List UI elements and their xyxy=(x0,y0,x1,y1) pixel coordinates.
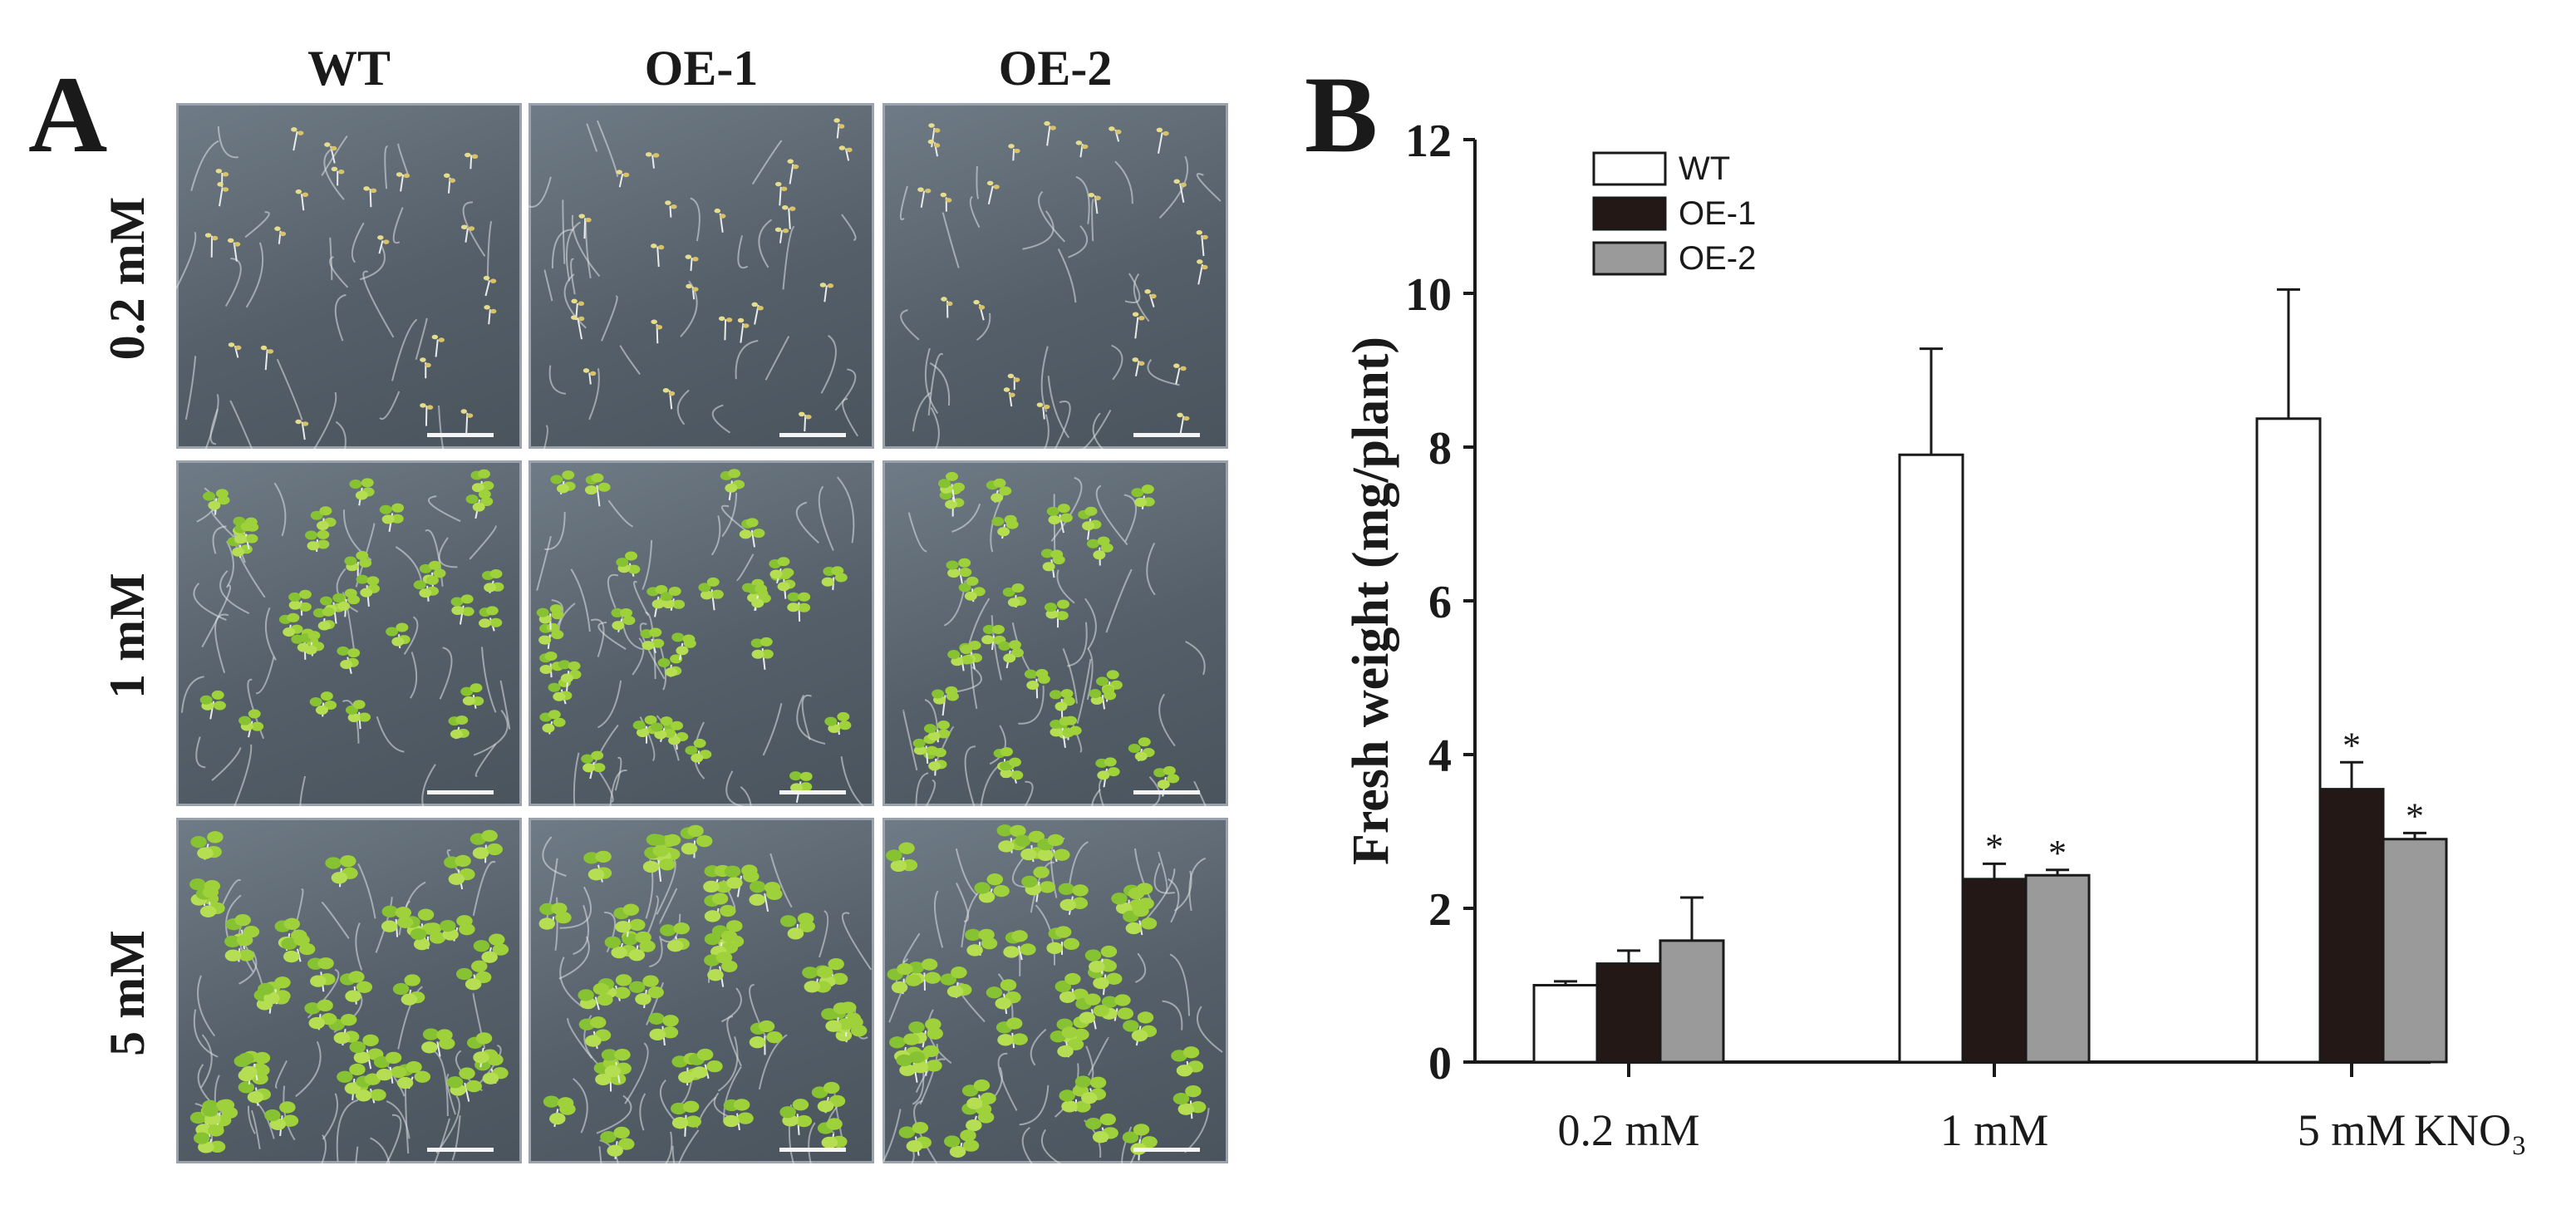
scale-bar xyxy=(779,790,846,794)
bar-oe-1-2 xyxy=(2318,788,2385,1064)
y-tick-label: 8 xyxy=(1428,423,1452,475)
significance-asterisk: * xyxy=(2406,795,2424,836)
x-tick-label: 1 mM xyxy=(1940,1105,2049,1155)
legend-label-oe-2: OE-2 xyxy=(1679,240,1756,277)
legend-swatch-oe-2 xyxy=(1592,241,1667,276)
bar-oe-2-2 xyxy=(2382,838,2448,1064)
scale-bar xyxy=(779,1148,846,1152)
x-tick-label: 0.2 mM xyxy=(1557,1105,1699,1155)
chart-bars: * * * * xyxy=(1532,288,2448,1064)
row-label-1mm: 1 mM xyxy=(100,573,155,699)
y-tick-label: 4 xyxy=(1428,730,1452,782)
bar-oe-1-0 xyxy=(1595,962,1662,1064)
legend-swatch-wt xyxy=(1592,151,1667,186)
legend-swatch-oe-1 xyxy=(1592,196,1667,231)
scale-bar xyxy=(427,790,494,794)
seedling-plate-r3-c3 xyxy=(882,818,1228,1163)
scale-bar xyxy=(1133,433,1200,437)
seedling-plate-r3-c2 xyxy=(528,818,874,1163)
fresh-weight-bar-chart: 0 2 4 6 8 10 12 Fresh weight (mg/plant) 0.2 mM 1 … xyxy=(1343,116,2527,1155)
panel-b-letter: B xyxy=(1305,53,1379,175)
y-tick-label: 6 xyxy=(1428,577,1452,628)
scale-bar xyxy=(1133,1148,1200,1152)
y-tick-label: 0 xyxy=(1428,1038,1452,1089)
seedling-plate-r2-c2 xyxy=(528,460,874,806)
bar-wt-0 xyxy=(1532,984,1599,1064)
column-label-oe2: OE-2 xyxy=(998,41,1113,96)
significance-asterisk: * xyxy=(1985,826,2003,867)
y-tick-label: 12 xyxy=(1405,116,1452,167)
legend-label-wt: WT xyxy=(1679,150,1730,187)
row-label-0-2mm: 0.2 mM xyxy=(100,196,155,361)
seedling-plate-r1-c2 xyxy=(528,103,874,449)
seedling-plate-r2-c1 xyxy=(176,460,522,806)
seedling-plate-r1-c1 xyxy=(176,103,522,449)
bar-oe-2-1 xyxy=(2024,873,2091,1064)
seedling-plate-r2-c3 xyxy=(882,460,1228,806)
y-tick-label: 2 xyxy=(1428,884,1452,936)
scale-bar xyxy=(427,433,494,437)
seedling-plate-r3-c1 xyxy=(176,818,522,1163)
legend-label-oe-1: OE-1 xyxy=(1679,195,1756,232)
bar-wt-2 xyxy=(2255,417,2322,1064)
scale-bar xyxy=(779,433,846,437)
column-label-oe1: OE-1 xyxy=(644,41,759,96)
column-label-wt: WT xyxy=(307,41,391,96)
bar-wt-1 xyxy=(1898,453,1964,1064)
significance-asterisk: * xyxy=(2048,833,2067,873)
y-tick-label: 10 xyxy=(1405,269,1452,321)
scale-bar xyxy=(427,1148,494,1152)
bar-oe-2-0 xyxy=(1659,939,1725,1064)
row-label-5mm: 5 mM xyxy=(100,930,155,1056)
chart-legend: WT OE-1 OE-2 xyxy=(1592,150,1756,277)
significance-asterisk: * xyxy=(2342,725,2361,765)
seedling-plate-r1-c3 xyxy=(882,103,1228,449)
scale-bar xyxy=(1133,790,1200,794)
x-axis-unit-label: KNO₃ xyxy=(2414,1105,2527,1155)
panel-a-letter: A xyxy=(28,53,108,175)
x-tick-label: 5 mM xyxy=(2298,1105,2406,1155)
y-axis-label: Fresh weight (mg/plant) xyxy=(1343,337,1399,865)
bar-oe-1-1 xyxy=(1961,878,2028,1064)
